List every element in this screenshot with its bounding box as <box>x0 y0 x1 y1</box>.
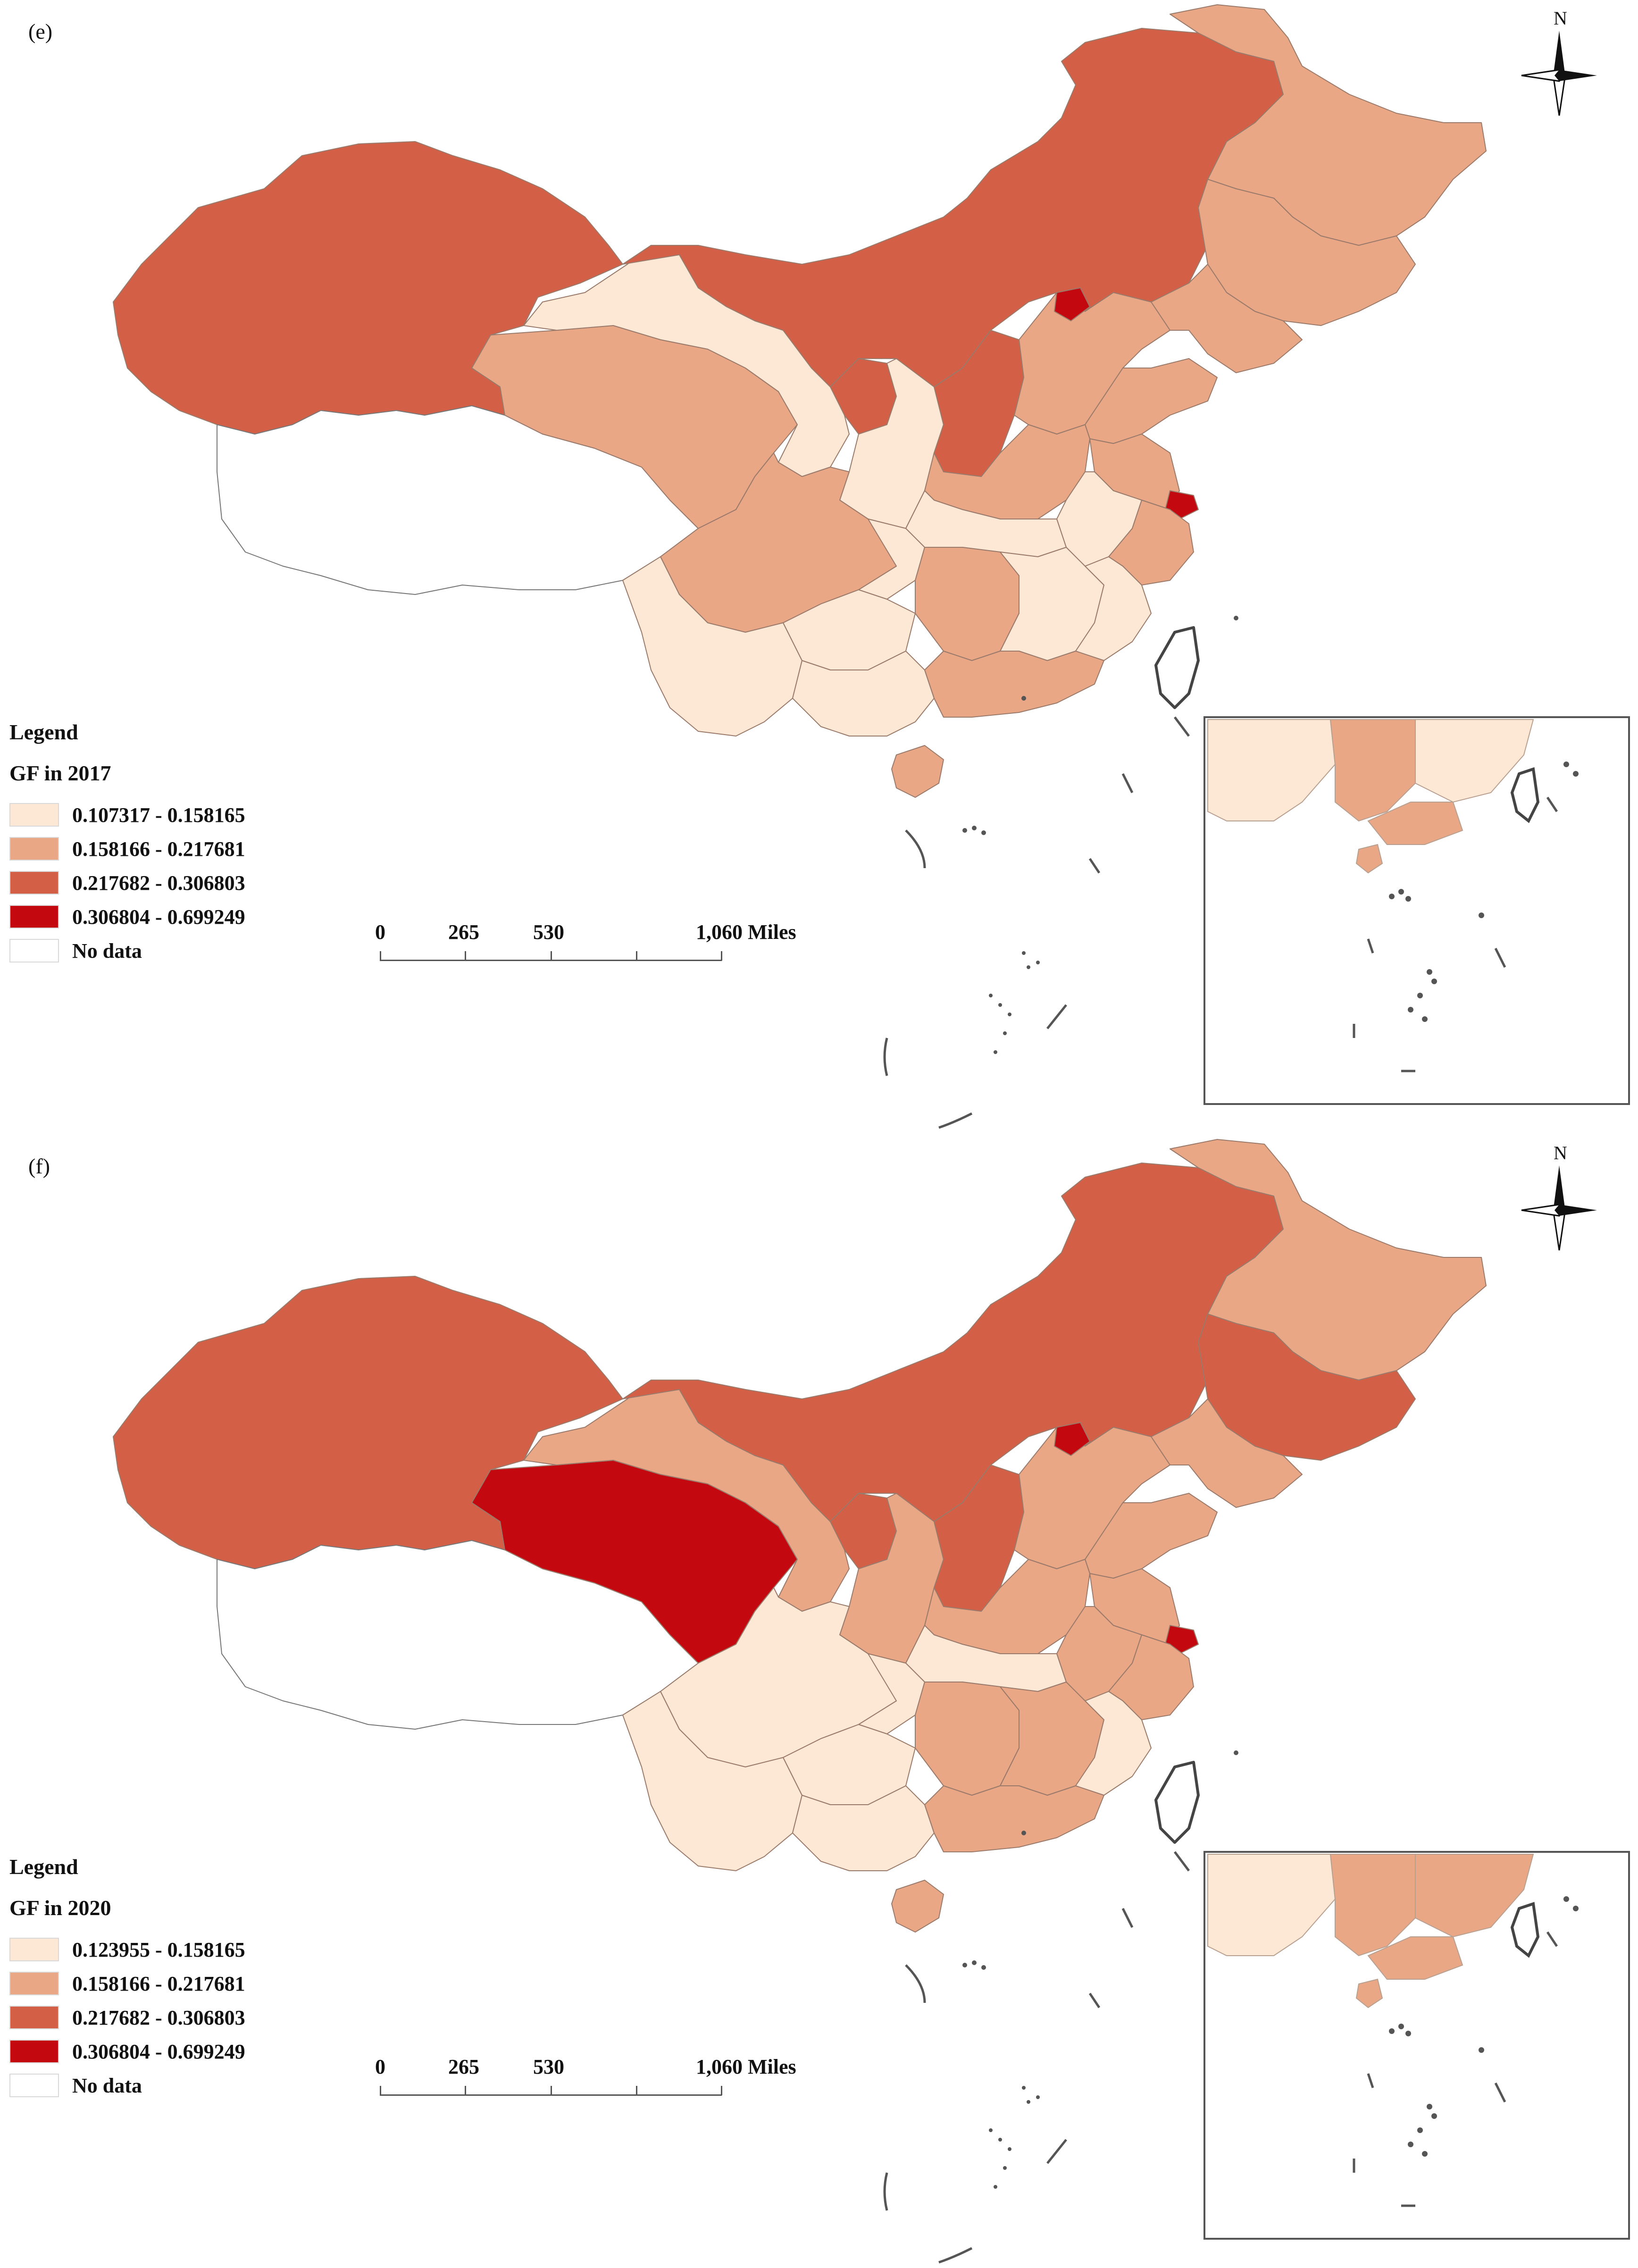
panel-label: (f) <box>28 1154 50 1178</box>
inset-map <box>1207 1854 1540 2009</box>
legend-class-4: 0.306804 - 0.699249 <box>9 2034 245 2068</box>
legend-swatch <box>9 837 59 861</box>
scale-label-530: 530 <box>533 2055 564 2078</box>
choropleth-map-2020 <box>113 1139 1630 2264</box>
scale-label-530: 530 <box>533 921 564 944</box>
legend-swatch <box>9 871 59 895</box>
legend-swatch <box>9 803 59 827</box>
legend-class-2: 0.158166 - 0.217681 <box>9 832 245 866</box>
legend-class-2: 0.158166 - 0.217681 <box>9 1967 245 2000</box>
compass-rose-icon: N <box>1512 7 1606 120</box>
scale-label-265: 265 <box>448 2055 479 2078</box>
choropleth-map-2017 <box>113 4 1630 1129</box>
legend-swatch <box>9 2040 59 2063</box>
region-taiwan-no-data <box>1156 628 1198 708</box>
legend-subtitle: GF in 2017 <box>9 761 111 785</box>
compass-rose-icon: N <box>1512 1142 1606 1255</box>
legend-title: Legend <box>9 1855 78 1879</box>
north-label: N <box>1554 1142 1567 1163</box>
legend-class-3: 0.217682 - 0.306803 <box>9 866 245 900</box>
inset-boundary <box>1353 1931 1558 2207</box>
legend-class-no-data: No data <box>9 934 245 968</box>
panel-label: (e) <box>28 19 53 43</box>
north-label: N <box>1554 8 1567 29</box>
legend-class-4: 0.306804 - 0.699249 <box>9 900 245 934</box>
legend: Legend GF in 2017 0.107317 - 0.158165 0.… <box>9 720 245 968</box>
legend: Legend GF in 2020 0.123955 - 0.158165 0.… <box>9 1854 245 2102</box>
legend-class-3: 0.217682 - 0.306803 <box>9 2000 245 2034</box>
scale-label-265: 265 <box>448 921 479 944</box>
scale-label-0: 0 <box>375 921 385 944</box>
legend-class-1: 0.123955 - 0.158165 <box>9 1933 245 1967</box>
map-panel-e: (e) N Legend GF in 2017 0.107317 - 0.158… <box>0 0 1638 1132</box>
scale-bar: 0 265 530 1,060 Miles <box>375 2055 796 2107</box>
south-sea-islands <box>962 616 1238 1054</box>
legend-swatch <box>9 905 59 929</box>
map-panel-f: (f) N Legend GF in 2020 0.123955 - 0.158… <box>0 1135 1638 2267</box>
south-sea-islands <box>962 1750 1238 2189</box>
scale-bar: 0 265 530 1,060 Miles <box>375 920 796 972</box>
legend-class-no-data: No data <box>9 2068 245 2102</box>
legend-swatch <box>9 2006 59 2029</box>
south-sea-boundary <box>883 716 1190 1129</box>
inset-map <box>1207 719 1540 874</box>
region-guangdong <box>924 1785 1104 1852</box>
region-hainan <box>891 1880 944 1933</box>
legend-swatch <box>9 1938 59 1961</box>
region-guangdong <box>924 651 1104 718</box>
south-sea-boundary <box>883 1851 1190 2264</box>
legend-class-1: 0.107317 - 0.158165 <box>9 798 245 832</box>
inset-islands <box>1389 762 1579 1022</box>
legend-swatch <box>9 939 59 962</box>
legend-title: Legend <box>9 720 78 744</box>
scale-label-1060: 1,060 Miles <box>696 921 796 944</box>
region-hainan <box>891 745 944 798</box>
inset-boundary <box>1353 796 1558 1072</box>
region-taiwan-no-data <box>1156 1762 1198 1842</box>
inset-islands <box>1389 1896 1579 2157</box>
scale-label-1060: 1,060 Miles <box>696 2055 796 2078</box>
scale-label-0: 0 <box>375 2055 385 2078</box>
legend-swatch <box>9 1972 59 1995</box>
legend-subtitle: GF in 2020 <box>9 1896 111 1920</box>
legend-swatch <box>9 2074 59 2097</box>
